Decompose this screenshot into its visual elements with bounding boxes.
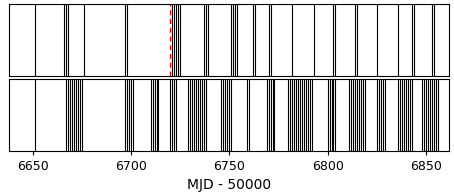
- X-axis label: MJD - 50000: MJD - 50000: [187, 178, 271, 191]
